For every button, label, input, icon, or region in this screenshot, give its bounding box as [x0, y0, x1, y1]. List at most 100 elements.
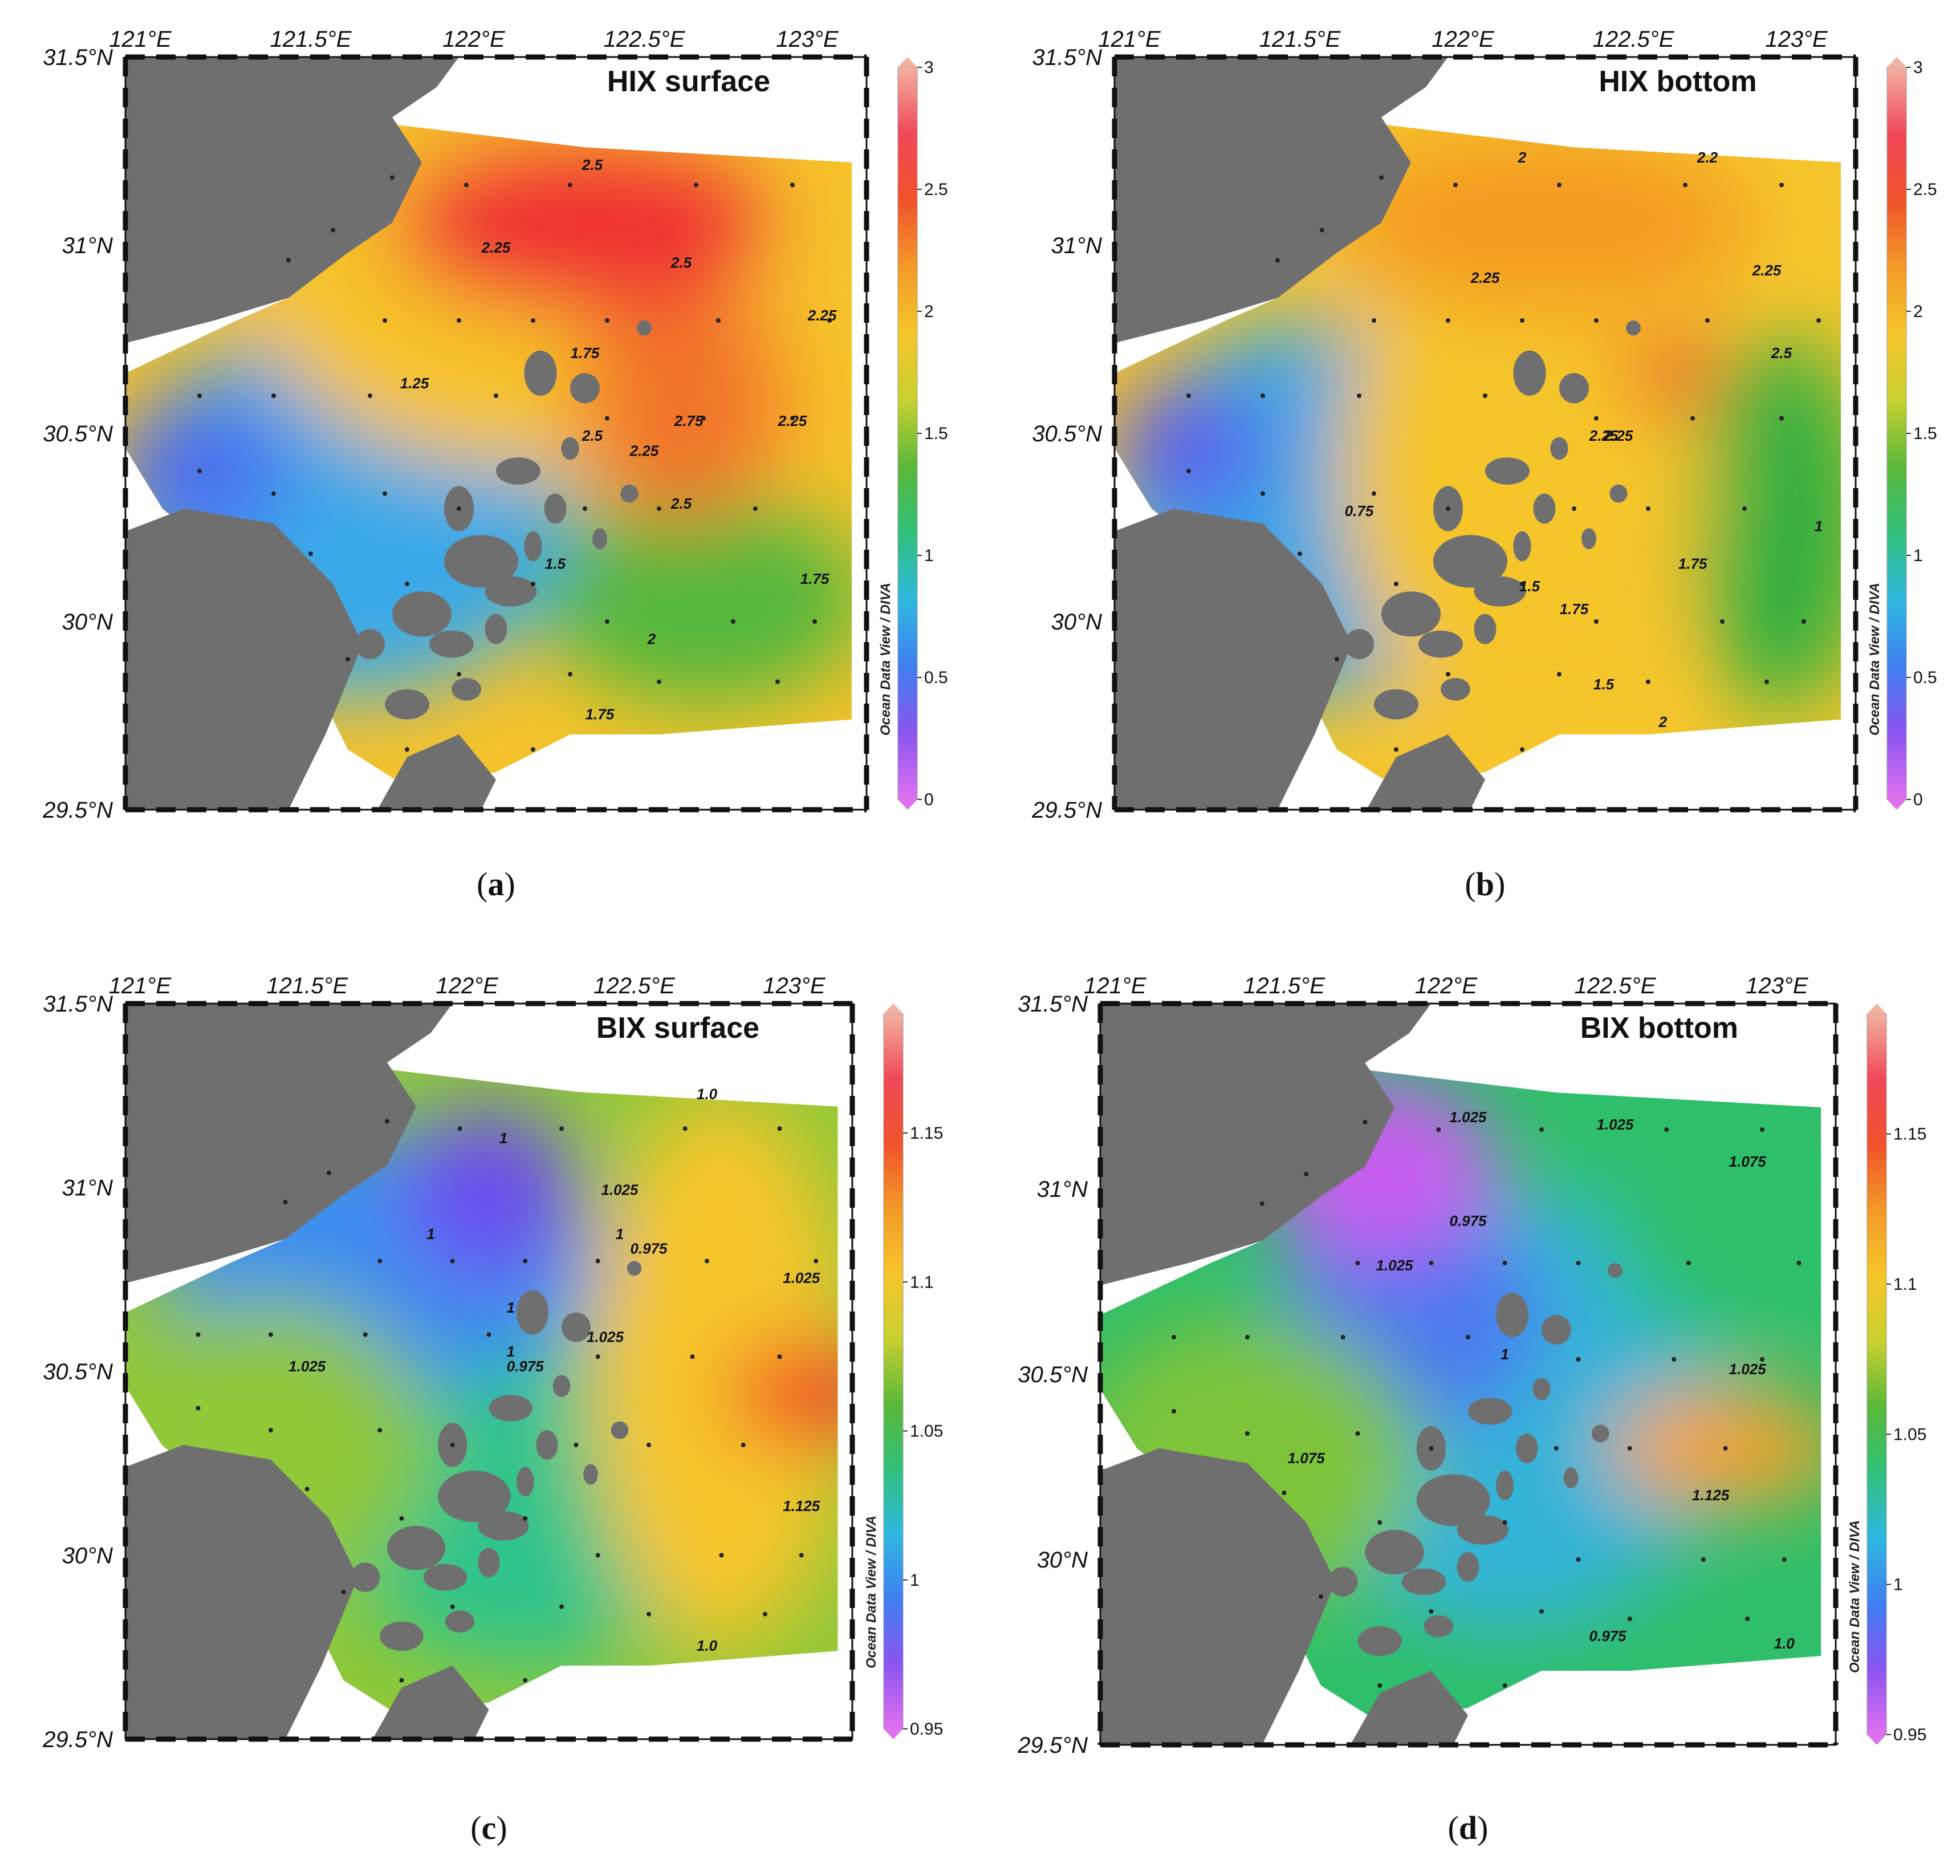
station-dot-marker	[196, 1332, 201, 1337]
colorbar-top-triangle-arrow	[884, 1004, 903, 1014]
contour-label: 2.2	[1697, 149, 1718, 166]
landmass	[1100, 1448, 1336, 1745]
station-dot-marker	[1502, 1683, 1507, 1688]
station-dot-marker	[1539, 1609, 1544, 1614]
colorbar: 0.95 1 1.05 1.1 1.15 Ocean Data View / DIVA	[864, 1004, 943, 1739]
station-dot-marker	[775, 679, 780, 684]
station-dot-marker	[457, 1126, 462, 1131]
station-dot-marker	[531, 318, 535, 323]
island	[452, 678, 481, 701]
station-dot-marker	[1557, 182, 1562, 188]
colorbar-tick-label: 2	[1913, 302, 1923, 321]
contour-label: 1.5	[1519, 578, 1540, 595]
station-dot-marker	[377, 1258, 383, 1264]
contour-label: 1.125	[783, 1497, 820, 1514]
contour-label: 1.25	[400, 375, 429, 392]
island	[1581, 528, 1596, 550]
field-region	[1693, 335, 1841, 712]
contour-label: 2.5	[582, 156, 603, 173]
colorbar-tick-label: 1.1	[910, 1273, 934, 1292]
land-layer	[125, 1004, 642, 1739]
station-dot-marker	[1816, 318, 1821, 323]
station-dot-marker	[559, 1604, 564, 1609]
longitude-tick-label: 121.5°E	[1243, 973, 1325, 998]
station-dot-marker	[1394, 747, 1398, 752]
station-dot-marker	[1172, 1335, 1176, 1339]
contour-label: 1.025	[601, 1181, 639, 1198]
station-dot-marker	[1646, 506, 1650, 511]
island	[355, 629, 385, 659]
station-dot-marker	[1379, 175, 1384, 180]
contour-label: 2	[1658, 713, 1668, 730]
island	[485, 576, 537, 607]
map-area: 2 2.22.25 2.252.252.52.250.751.51.751.751.…	[1115, 57, 1856, 810]
station-dot-marker	[1594, 619, 1599, 624]
contour-label: 1.025	[1376, 1257, 1413, 1274]
station-dot-marker	[1701, 1557, 1706, 1562]
colorbar-top-triangle-arrow	[1867, 1004, 1886, 1014]
colorbar-gradient	[1886, 67, 1907, 800]
station-dot-marker	[1429, 1261, 1434, 1265]
island	[489, 1395, 532, 1422]
island	[1474, 614, 1497, 644]
colorbar-source-label: Ocean Data View / DIVA	[864, 1516, 879, 1668]
contour-label: 1.025	[783, 1269, 820, 1286]
colorbar-bottom-triangle-arrow	[898, 799, 917, 810]
island	[620, 484, 639, 503]
landmass	[125, 509, 363, 810]
station-dot-marker	[1520, 582, 1524, 586]
panel-caption: (b)	[1465, 866, 1506, 903]
colorbar-tick-label: 0.95	[910, 1720, 943, 1739]
station-dot-marker	[605, 619, 609, 624]
latitude-tick-label: 29.5°N	[1017, 1733, 1088, 1758]
island	[1401, 1568, 1446, 1595]
longitude-tick-label: 121.5°E	[270, 27, 352, 52]
station-dot-marker	[1539, 1127, 1544, 1132]
island	[380, 1621, 424, 1651]
colorbar-tick-label: 1.15	[910, 1124, 943, 1143]
latitude-tick-label: 31.5°N	[43, 992, 113, 1017]
map-panel-b: 2 2.22.25 2.252.252.52.250.751.51.751.751.…	[1031, 27, 1937, 903]
landmass	[1115, 509, 1352, 810]
colorbar-tick-label: 0.5	[1913, 668, 1937, 687]
longitude-tick-label: 122°E	[1432, 27, 1495, 52]
station-dot-marker	[327, 1170, 331, 1175]
island	[429, 630, 474, 658]
station-dot-marker	[464, 182, 469, 188]
station-dot-marker	[827, 318, 832, 323]
island	[1563, 1467, 1579, 1489]
station-dot-marker	[583, 506, 587, 511]
station-dot-marker	[368, 393, 372, 398]
latitude-tick-label: 31.5°N	[43, 45, 113, 70]
station-dot-marker	[383, 491, 387, 496]
island	[1626, 320, 1641, 336]
panel-title: HIX bottom	[1599, 65, 1756, 98]
colorbar-tick-label: 1	[924, 546, 934, 565]
station-dot-marker	[753, 506, 758, 511]
station-dot-marker	[1245, 1431, 1250, 1436]
station-dot-marker	[1760, 1357, 1764, 1362]
island	[1381, 591, 1441, 637]
island	[570, 373, 600, 404]
latitude-tick-label: 31°N	[62, 1176, 113, 1201]
station-dot-marker	[1764, 679, 1769, 684]
contour-labels: 2.5 2.5 2.25 2.25 1.75 1.25 2.5 2.75 2.25 2.25 2.5…	[400, 156, 837, 723]
contour-label: 1.5	[545, 555, 566, 572]
station-dot-marker	[1429, 1609, 1434, 1614]
caption-open-paren: (	[477, 866, 487, 903]
station-dot-marker	[1357, 393, 1361, 398]
island	[1374, 689, 1418, 720]
colorbar: 0 0.5 1 1.5 2 2.5 3 Ocean Data View / DIVA	[1867, 57, 1937, 810]
colorbar-tick-label: 1	[1893, 1575, 1903, 1594]
station-dot-marker	[450, 1258, 455, 1264]
station-dot-marker	[777, 1354, 782, 1359]
station-dot-marker	[1720, 619, 1725, 624]
contour-label: 2.75	[674, 412, 704, 429]
station-dot-marker	[741, 1443, 746, 1447]
island	[1496, 1293, 1528, 1337]
island	[544, 493, 567, 524]
island	[478, 1511, 529, 1541]
